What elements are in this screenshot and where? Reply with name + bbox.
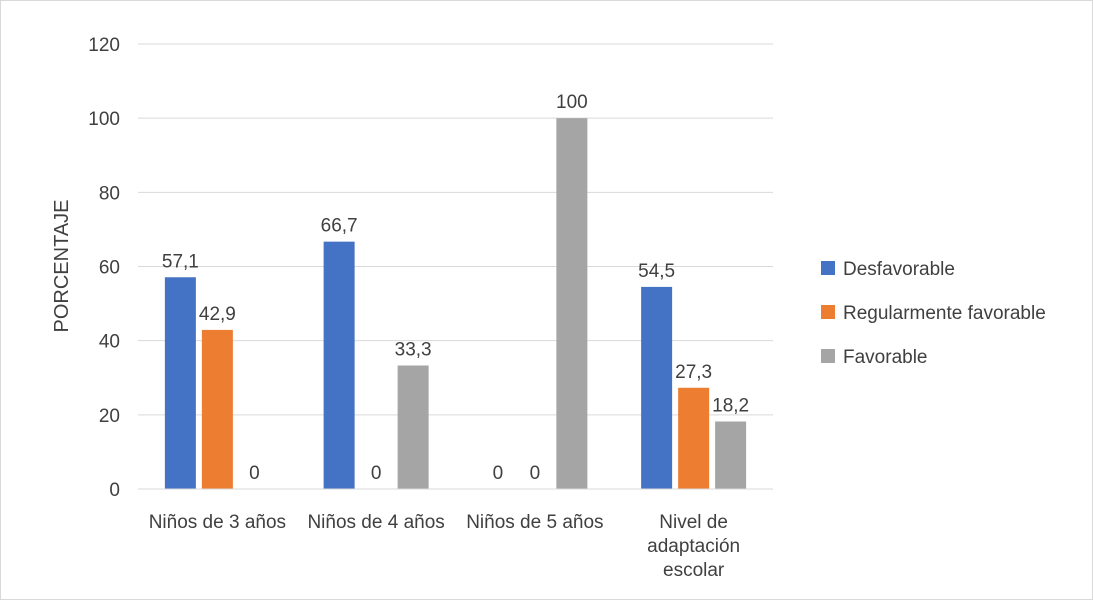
y-tick-label: 0 <box>109 480 120 501</box>
y-tick-label: 100 <box>88 109 120 130</box>
x-axis-ticks: Niños de 3 años Niños de 4 años Niños de 5… <box>149 512 740 581</box>
bar <box>556 118 588 490</box>
y-tick-label: 20 <box>99 406 120 427</box>
data-label: 57,1 <box>162 251 199 272</box>
data-label: 0 <box>493 463 504 484</box>
bar <box>323 241 355 489</box>
y-tick-label: 60 <box>99 258 120 279</box>
y-axis-label: PORCENTAJE <box>51 200 73 333</box>
bar <box>641 286 673 489</box>
x-tick-label: Nivel de adaptación escolar <box>647 512 740 581</box>
legend-label: Favorable <box>843 347 928 368</box>
data-label: 42,9 <box>199 304 236 325</box>
y-tick-label: 40 <box>99 332 120 353</box>
bar <box>201 329 233 489</box>
data-label: 66,7 <box>321 216 358 237</box>
bar <box>715 421 747 489</box>
data-label: 18,2 <box>712 396 749 417</box>
data-label: 27,3 <box>675 362 712 383</box>
legend: Desfavorable Regularmente favorable Favora… <box>821 259 1046 368</box>
data-label: 33,3 <box>395 340 432 361</box>
legend-swatch <box>821 305 835 319</box>
bar <box>678 387 710 489</box>
y-axis-ticks: 0 20 40 60 80 100 120 <box>88 35 120 501</box>
x-tick-label: Niños de 3 años <box>149 512 286 533</box>
x-tick-label: Niños de 4 años <box>307 512 444 533</box>
bar <box>164 277 196 489</box>
data-label: 54,5 <box>638 261 675 282</box>
legend-label: Regularmente favorable <box>843 303 1046 324</box>
data-label: 0 <box>371 463 382 484</box>
x-tick-label: Niños de 5 años <box>466 512 603 533</box>
data-label: 0 <box>530 463 541 484</box>
value-labels: 57,1 66,7 0 54,5 42,9 0 0 27,3 0 33,3 100 18,2 <box>162 92 749 484</box>
legend-label: Desfavorable <box>843 259 955 280</box>
bars <box>164 118 747 490</box>
data-label: 100 <box>556 92 588 113</box>
y-tick-label: 80 <box>99 183 120 204</box>
bar <box>397 365 429 489</box>
legend-swatch <box>821 261 835 275</box>
data-label: 0 <box>249 463 260 484</box>
legend-swatch <box>821 349 835 363</box>
y-tick-label: 120 <box>88 35 120 56</box>
